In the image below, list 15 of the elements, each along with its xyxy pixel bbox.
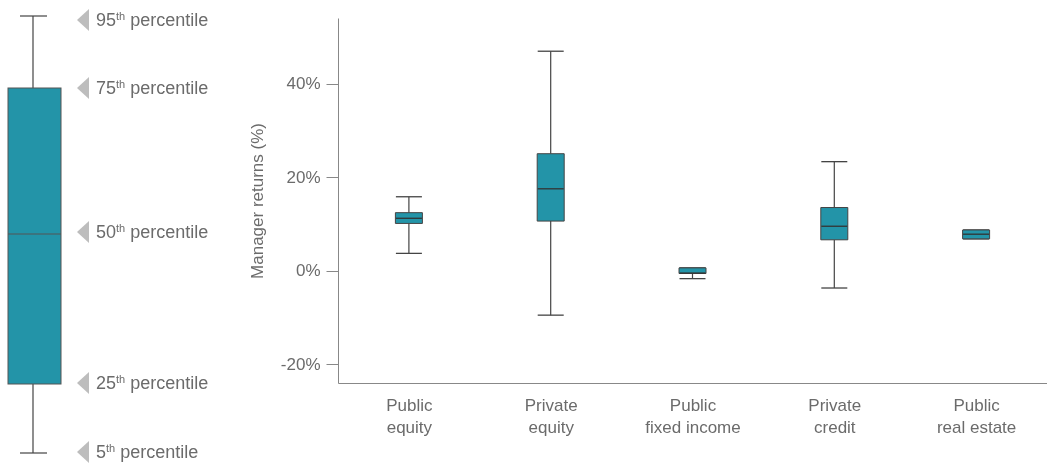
text: 5$^{th}$ percentile xyxy=(96,442,199,462)
x-tick-label: Private equity xyxy=(524,395,578,437)
y-tick-label: 40% xyxy=(286,74,321,94)
text: 25$^{th}$ percentile xyxy=(96,373,209,393)
x-tick-label: Private credit xyxy=(808,395,862,437)
y-tick-label: 20% xyxy=(286,167,321,187)
y-tick-label: 0% xyxy=(295,261,321,281)
text: 75$^{th}$ percentile xyxy=(96,78,209,98)
x-tick-label: Public fixed income xyxy=(645,395,741,437)
text: 50$^{th}$ percentile xyxy=(96,222,209,242)
x-tick-label: Public equity xyxy=(386,395,434,437)
text: 95$^{th}$ percentile xyxy=(96,10,209,30)
y-tick-label: -20% xyxy=(280,354,321,374)
y-axis-title: Manager returns (%) xyxy=(247,123,267,279)
x-tick-label: Public real estate xyxy=(936,395,1017,437)
